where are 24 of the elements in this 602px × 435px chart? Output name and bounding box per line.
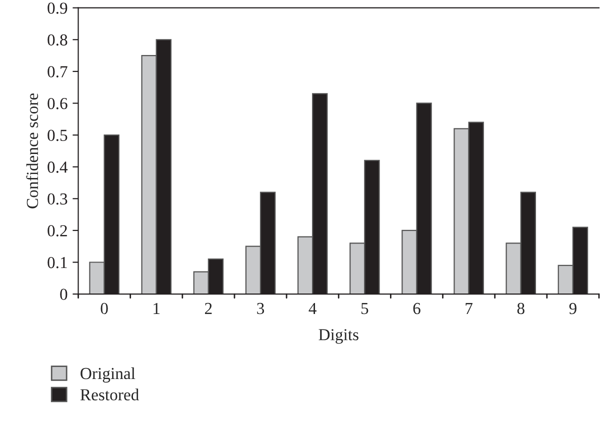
x-tick-label: 2 [205, 302, 212, 314]
y-axis-title: Confidence score [26, 93, 38, 208]
x-tick-label: 9 [569, 302, 576, 314]
y-tick-label: 0.3 [48, 193, 68, 205]
y-tick-label: 0 [60, 288, 68, 300]
y-tick-label: 0.2 [48, 225, 67, 236]
x-axis-title: Digits [318, 329, 358, 344]
y-tick-label: 0.1 [48, 256, 67, 268]
x-tick-label: 3 [257, 302, 264, 314]
x-tick-label: 7 [466, 303, 472, 314]
x-tick-label: 1 [154, 302, 160, 314]
x-tick-label: 4 [308, 302, 316, 314]
y-tick-label: 0.6 [48, 98, 68, 110]
y-tick-label: 0.7 [48, 66, 68, 78]
y-tick-label: 0.4 [48, 162, 68, 173]
y-tick-label: 0.9 [48, 2, 68, 14]
x-tick-label: 0 [100, 302, 108, 314]
x-tick-label: 6 [413, 302, 420, 314]
y-tick-label: 0.5 [48, 130, 68, 142]
x-tick-label: 8 [517, 302, 524, 314]
y-tick-label: 0.8 [48, 34, 68, 46]
x-tick-label: 5 [361, 303, 368, 314]
legend-label: Original [80, 367, 136, 383]
legend-label: Restored [80, 388, 139, 400]
